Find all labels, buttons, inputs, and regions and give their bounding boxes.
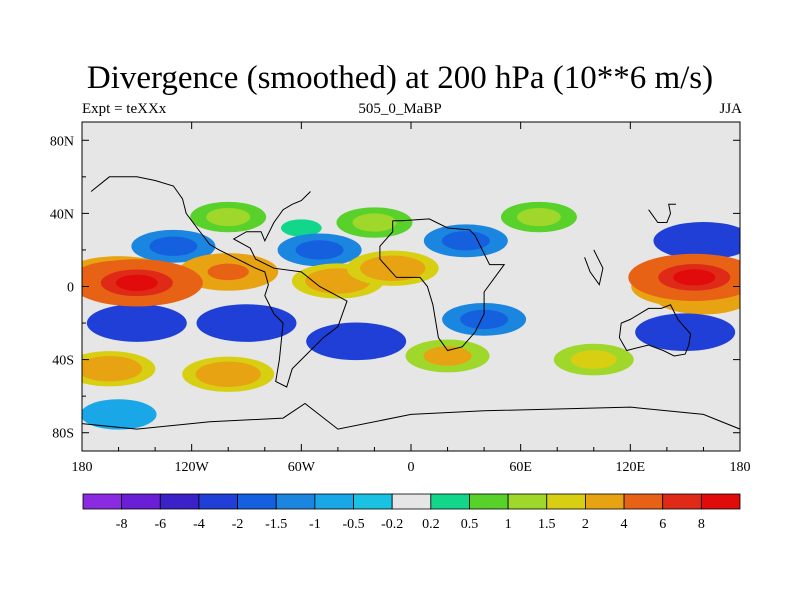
contour-blob (664, 323, 706, 341)
x-tick-label: 0 (408, 460, 415, 475)
coastline-segment (90, 176, 348, 388)
y-axis: 80N 40N 0 40S 80S (50, 134, 740, 442)
contour-blob (460, 309, 509, 330)
contour-blob (682, 232, 725, 250)
contour-blob (280, 219, 322, 237)
contour-blob (318, 273, 358, 289)
contour-blob (90, 360, 129, 377)
colorbar-swatch (585, 493, 625, 510)
x-tick-label: 60W (288, 460, 316, 475)
colorbar-swatch (82, 493, 123, 510)
contour-blob (373, 260, 413, 277)
contour-blob (295, 240, 344, 260)
contour-blob (115, 274, 158, 291)
y-tick-label: 40N (50, 207, 74, 222)
x-tick-label: 120W (175, 460, 210, 475)
x-tick-label: 180 (72, 460, 93, 475)
x-tick-label: 180 (730, 460, 751, 475)
colorbar-swatch (198, 493, 238, 510)
colorbar-swatch (546, 493, 586, 510)
contour-blob (149, 236, 198, 256)
colorbar-swatch (700, 493, 741, 510)
coastlines (82, 176, 740, 430)
colorbar-label: 1 (505, 517, 512, 532)
contour-blob (352, 213, 397, 232)
season-label: JJA (719, 101, 742, 117)
colorbar-swatch (662, 493, 702, 510)
colorbar-label: 6 (659, 517, 666, 532)
colorbar-swatch (623, 493, 664, 510)
colorbar-swatch (275, 493, 316, 510)
colorbar-label: 2 (582, 517, 589, 532)
colorbar-label: -8 (116, 517, 128, 532)
contour-blob (206, 207, 251, 227)
coastline-segment (584, 249, 604, 286)
coastline-segment (82, 402, 740, 430)
y-tick-label: 40S (52, 354, 74, 369)
x-tick-label: 120E (616, 460, 646, 475)
contour-field (82, 201, 740, 430)
contour-blob (570, 350, 617, 370)
colorbar-label: -6 (154, 517, 166, 532)
colorbar-label: 8 (698, 517, 705, 532)
colorbar-label: -2 (232, 517, 244, 532)
colorbar-swatch (469, 493, 509, 510)
colorbar: -8 -6 -4 -2 -1.5 -1 -0.5 -0.2 0.2 0.5 1 1.5 2 4 6 8 (82, 493, 741, 532)
experiment-label: Expt = teXXx (82, 101, 167, 117)
colorbar-label: -0.2 (381, 517, 403, 532)
colorbar-swatch (237, 493, 277, 510)
x-tick-label: 60E (509, 460, 532, 475)
contour-blob (207, 263, 249, 281)
coastline-segment (379, 218, 506, 352)
contour-blob (225, 314, 268, 332)
colorbar-label: -0.5 (342, 517, 364, 532)
colorbar-swatch (391, 493, 432, 510)
contour-blob (423, 346, 472, 366)
colorbar-label: 0.5 (461, 517, 479, 532)
y-tick-label: 0 (67, 281, 74, 296)
contour-blob (208, 366, 248, 383)
colorbar-swatch (159, 493, 200, 510)
contour-blob (673, 269, 716, 286)
contour-blob (441, 231, 490, 251)
colorbar-label: 4 (621, 517, 628, 532)
colorbar-swatch (430, 493, 470, 510)
run-label: 505_0_MaBP (358, 101, 442, 117)
y-tick-label: 80S (52, 427, 74, 442)
coastline-segment (618, 304, 692, 357)
x-axis: 180 120W 60W 0 60E 120E 180 (72, 122, 751, 475)
colorbar-swatch (507, 493, 548, 510)
contour-blob (96, 405, 141, 424)
colorbar-label: 1.5 (538, 517, 556, 532)
contour-blob (335, 333, 377, 350)
chart-title: Divergence (smoothed) at 200 hPa (10**6 … (86, 60, 714, 96)
contour-blob (516, 207, 561, 227)
colorbar-label: -1.5 (265, 517, 287, 532)
colorbar-label: -1 (309, 517, 321, 532)
colorbar-label: -4 (193, 517, 205, 532)
coastline-segment (648, 203, 676, 223)
colorbar-swatch (314, 493, 354, 510)
y-tick-label: 80N (50, 134, 74, 149)
colorbar-swatch (121, 493, 161, 510)
contour-blob (116, 314, 158, 332)
colorbar-label: 0.2 (422, 517, 440, 532)
colorbar-swatch (353, 493, 393, 510)
